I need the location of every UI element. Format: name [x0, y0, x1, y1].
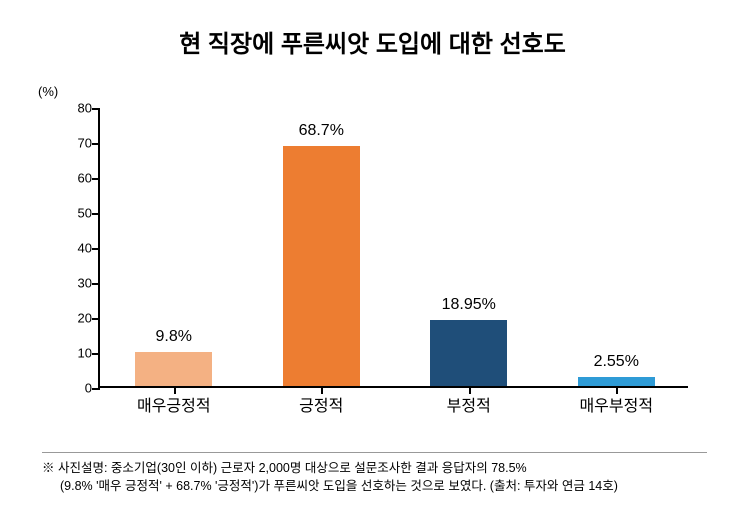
y-tick [92, 108, 100, 110]
footnote: ※ 사진설명: 중소기업(30인 이하) 근로자 2,000명 대상으로 설문조… [42, 452, 707, 495]
y-tick-label: 30 [62, 276, 92, 291]
y-tick-label: 70 [62, 136, 92, 151]
y-tick [92, 213, 100, 215]
y-tick [92, 388, 100, 390]
category-label: 매우부정적 [546, 392, 686, 416]
bar-value-label: 68.7% [261, 122, 381, 140]
bar [283, 146, 360, 386]
bar-value-label: 2.55% [556, 353, 676, 371]
category-label: 매우긍정적 [104, 392, 244, 416]
bar [578, 377, 655, 386]
y-tick [92, 178, 100, 180]
y-tick [92, 143, 100, 145]
category-label: 부정적 [399, 392, 539, 416]
y-tick-label: 20 [62, 311, 92, 326]
bar-value-label: 18.95% [409, 296, 529, 314]
y-tick [92, 248, 100, 250]
bar [135, 352, 212, 386]
y-tick [92, 353, 100, 355]
bar [430, 320, 507, 386]
plot-area: 010203040506070809.8%매우긍정적68.7%긍정적18.95%… [98, 108, 688, 388]
y-tick-label: 10 [62, 346, 92, 361]
y-tick-label: 80 [62, 101, 92, 116]
y-axis-unit: (%) [38, 84, 58, 99]
bar-value-label: 9.8% [114, 328, 234, 346]
y-tick-label: 60 [62, 171, 92, 186]
chart-area: (%) 010203040506070809.8%매우긍정적68.7%긍정적18… [60, 90, 700, 430]
footnote-line-1: ※ 사진설명: 중소기업(30인 이하) 근로자 2,000명 대상으로 설문조… [42, 459, 707, 477]
y-tick [92, 318, 100, 320]
y-tick-label: 0 [62, 381, 92, 396]
y-tick [92, 283, 100, 285]
category-label: 긍정적 [251, 392, 391, 416]
chart-title: 현 직장에 푸른씨앗 도입에 대한 선호도 [0, 0, 745, 59]
y-tick-label: 40 [62, 241, 92, 256]
y-tick-label: 50 [62, 206, 92, 221]
footnote-line-2: (9.8% '매우 긍정적' + 68.7% '긍정적')가 푸른씨앗 도입을 … [42, 477, 707, 495]
